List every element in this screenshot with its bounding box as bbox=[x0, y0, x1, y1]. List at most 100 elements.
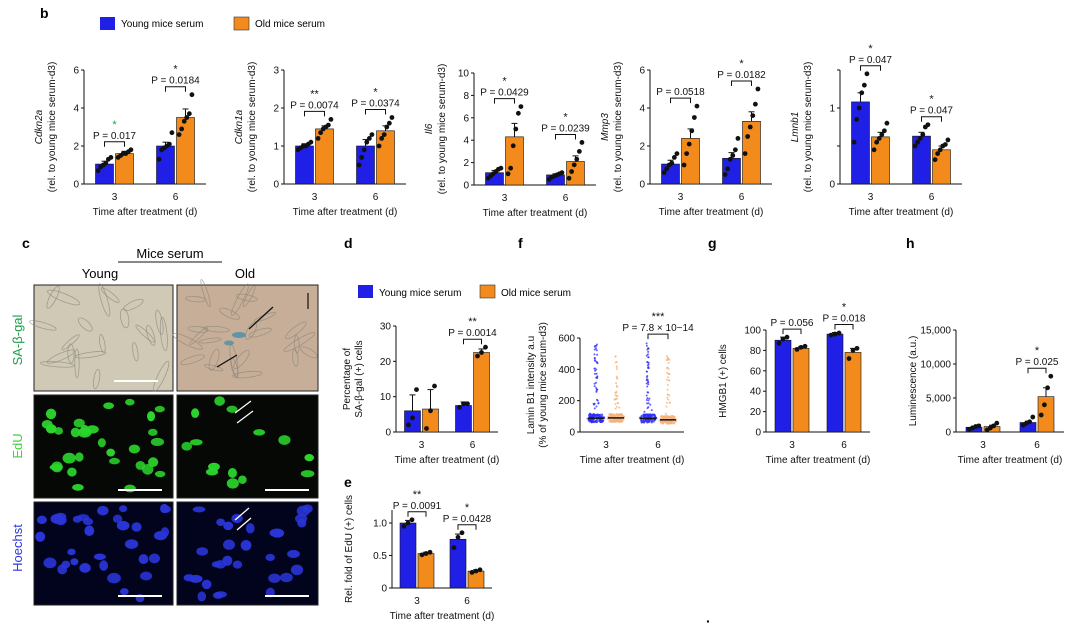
edu-old-nuclei bbox=[181, 396, 315, 489]
data-point bbox=[1045, 385, 1050, 391]
y-tick-label: 15,000 bbox=[920, 326, 951, 337]
panel-letter-c: c bbox=[22, 235, 30, 251]
legend-mid-old-swatch bbox=[479, 284, 496, 299]
y-axis-label: (rel. to young mice serum-d3) bbox=[437, 64, 448, 195]
cell-point bbox=[595, 376, 598, 379]
cell-point bbox=[646, 407, 649, 410]
cell-point bbox=[593, 372, 596, 375]
data-point bbox=[376, 143, 382, 149]
cell-point bbox=[667, 417, 670, 420]
x-tick-label: 3 bbox=[414, 596, 420, 607]
legend-young-label: Young mice serum bbox=[121, 19, 203, 30]
data-point bbox=[945, 137, 951, 143]
cell-point bbox=[645, 415, 648, 418]
bar-young bbox=[722, 158, 741, 185]
data-point bbox=[856, 105, 862, 111]
data-point bbox=[479, 350, 484, 355]
cell-point bbox=[593, 353, 596, 356]
cell-point bbox=[662, 422, 665, 425]
cell-point bbox=[613, 415, 616, 418]
panel-letter-g: g bbox=[708, 235, 717, 251]
data-point bbox=[798, 344, 804, 350]
p-value: P = 0.0518 bbox=[656, 87, 705, 98]
nucleus bbox=[226, 478, 239, 489]
y-tick-label: 6 bbox=[463, 113, 469, 124]
cell-point bbox=[667, 367, 670, 370]
cell-point bbox=[646, 361, 649, 364]
nucleus bbox=[211, 561, 221, 568]
data-point bbox=[884, 120, 890, 126]
sig-bracket bbox=[165, 86, 186, 92]
cell-point bbox=[645, 354, 648, 357]
x-axis-title: Time after treatment (d) bbox=[659, 207, 764, 218]
nucleus bbox=[300, 470, 315, 478]
cell-point bbox=[645, 413, 648, 416]
p-value: P = 0.056 bbox=[771, 318, 814, 329]
chart-f: 0 200 400 600 Lamin B1 intensity a.u(% of yo… bbox=[526, 311, 694, 466]
data-point bbox=[428, 408, 433, 414]
chart-b5: 0 1 Lmnb1 (rel. to young mice serum-d3) 3 6 Ti… bbox=[790, 43, 962, 218]
cell-point bbox=[646, 421, 649, 424]
sig-star: * bbox=[465, 502, 470, 514]
data-point bbox=[166, 141, 172, 147]
nucleus bbox=[201, 579, 212, 590]
cell-point bbox=[647, 350, 650, 353]
data-point bbox=[576, 149, 582, 154]
data-point bbox=[684, 151, 690, 157]
y-tick-label: 10 bbox=[458, 69, 470, 80]
cell-outline bbox=[74, 351, 107, 359]
nucleus bbox=[93, 553, 106, 560]
y-tick-label: 4 bbox=[463, 136, 469, 147]
cell-outline bbox=[67, 343, 75, 364]
data-point bbox=[784, 334, 790, 340]
chart-b2: 0 1 2 3 Cdkn1a (rel. to young mice serum-d3) 3… bbox=[234, 62, 406, 218]
data-point bbox=[325, 122, 331, 128]
cell-point bbox=[595, 372, 598, 375]
y-axis-label: HMGB1 (+) cells bbox=[718, 344, 729, 418]
cell-point bbox=[615, 413, 618, 416]
cell-point bbox=[593, 359, 596, 362]
data-point bbox=[401, 523, 407, 529]
y-tick-label: 3 bbox=[273, 66, 279, 77]
data-point bbox=[156, 156, 162, 162]
cell-outline bbox=[202, 325, 230, 333]
bar-young bbox=[455, 405, 472, 433]
nucleus bbox=[160, 527, 170, 538]
row-hoechst-label: Hoechst bbox=[10, 524, 25, 572]
data-point bbox=[1038, 412, 1044, 418]
cell-point bbox=[652, 413, 655, 416]
y-tick-label: 6 bbox=[73, 66, 79, 77]
cell-point bbox=[670, 415, 673, 418]
p-value: P = 0.0184 bbox=[151, 76, 200, 87]
x-tick-label: 6 bbox=[1034, 440, 1040, 451]
data-point bbox=[686, 141, 692, 147]
cell-point bbox=[609, 415, 612, 418]
data-point bbox=[128, 147, 134, 153]
nucleus bbox=[147, 411, 156, 422]
y-axis-gene: Mmp3 bbox=[600, 113, 611, 141]
cell-outline bbox=[198, 337, 222, 344]
cell-outline bbox=[152, 360, 170, 392]
p-value: P = 0.0429 bbox=[480, 88, 529, 99]
cell-point bbox=[667, 398, 670, 401]
nucleus bbox=[103, 402, 115, 410]
cell-point bbox=[671, 416, 674, 419]
cell-point bbox=[674, 420, 677, 423]
nucleus bbox=[112, 514, 123, 524]
sig-star: * bbox=[373, 87, 378, 99]
bar-old bbox=[932, 149, 951, 185]
cell-point bbox=[615, 360, 618, 363]
x-tick-label: 6 bbox=[373, 192, 379, 203]
data-point bbox=[457, 404, 462, 410]
cell-point bbox=[614, 355, 617, 358]
bar-young bbox=[156, 145, 175, 185]
cell-point bbox=[672, 422, 675, 425]
y-tick-label: 4 bbox=[73, 104, 79, 115]
bar-old bbox=[473, 352, 490, 433]
cell-point bbox=[596, 353, 599, 356]
cell-point bbox=[641, 420, 644, 423]
cell-point bbox=[615, 382, 618, 385]
nucleus bbox=[97, 505, 109, 516]
arrow-line bbox=[236, 410, 254, 424]
p-value: P = 0.018 bbox=[823, 314, 866, 325]
